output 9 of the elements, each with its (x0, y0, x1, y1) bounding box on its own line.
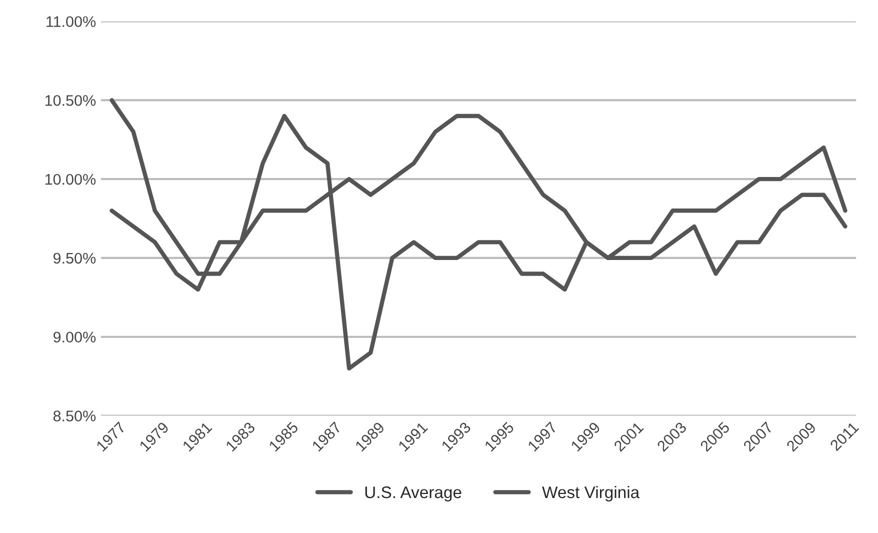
y-tick-label: 10.00% (45, 174, 96, 185)
y-tick-label: 9.50% (54, 252, 96, 264)
y-tick-label: 11.00% (46, 16, 96, 28)
y-tick-label: 8.50% (53, 410, 96, 422)
legend-label: U.S. Average (365, 486, 462, 502)
y-tick-label: 10.50% (45, 95, 96, 106)
line-series (110, 98, 848, 370)
legend-label: West Virginia (542, 486, 640, 502)
y-tick-label: 9.00% (54, 332, 96, 343)
